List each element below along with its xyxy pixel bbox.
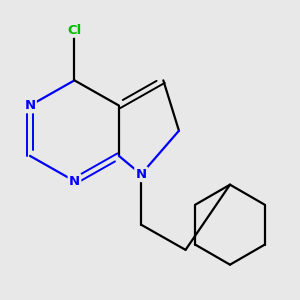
Text: Cl: Cl <box>67 23 82 37</box>
Text: N: N <box>24 99 36 112</box>
Text: N: N <box>69 175 80 188</box>
Text: N: N <box>136 168 147 181</box>
